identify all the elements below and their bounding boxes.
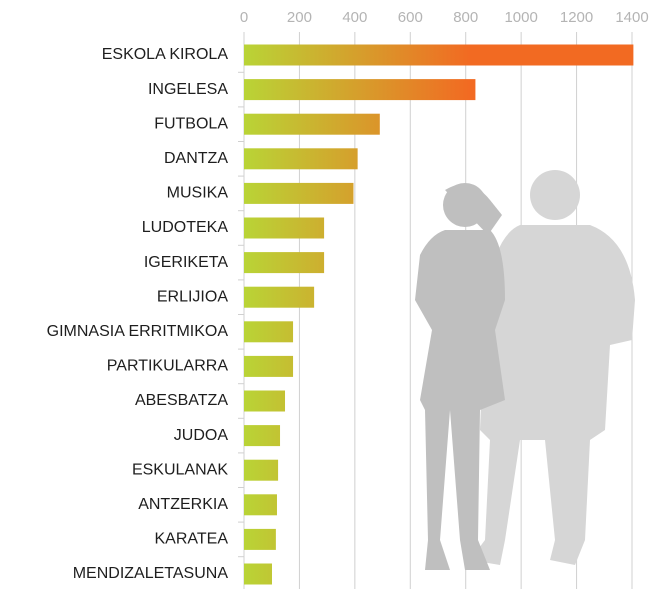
bar <box>244 564 272 585</box>
page: 0 200 400 600 800 1000 1200 1400 ESKOLA KIROLA IN… <box>0 0 663 589</box>
bar <box>244 45 633 66</box>
category-label: FUTBOLA <box>154 115 228 132</box>
category-label: KARATEA <box>155 531 229 548</box>
x-tick-label: 400 <box>342 9 367 26</box>
bar <box>244 218 324 239</box>
boy-head <box>530 170 580 220</box>
x-tick-label: 1000 <box>504 9 537 26</box>
bar <box>244 321 293 342</box>
category-label: INGELESA <box>148 81 228 98</box>
x-tick-label: 200 <box>287 9 312 26</box>
x-tick-label: 800 <box>453 9 478 26</box>
bar <box>244 148 358 169</box>
bar <box>244 356 293 377</box>
bar <box>244 287 314 308</box>
category-label: ANTZERKIA <box>138 496 228 513</box>
category-label: ESKULANAK <box>132 461 228 478</box>
x-tick-label: 600 <box>398 9 423 26</box>
category-label: JUDOA <box>174 427 229 444</box>
bar <box>244 460 278 481</box>
bar <box>244 183 353 204</box>
category-label: LUDOTEKA <box>142 219 229 236</box>
bar <box>244 391 285 412</box>
bar <box>244 252 324 273</box>
category-label: DANTZA <box>164 150 228 167</box>
category-label: ERLIJIOA <box>157 288 228 305</box>
x-tick-label: 1200 <box>560 9 593 26</box>
bar <box>244 529 276 550</box>
bar <box>244 425 280 446</box>
bar <box>244 494 277 515</box>
category-label: GIMNASIA ERRITMIKOA <box>47 323 229 340</box>
silhouettes <box>415 170 635 570</box>
x-tick-label: 1400 <box>615 9 648 26</box>
bar <box>244 79 475 100</box>
category-label: MUSIKA <box>167 185 229 202</box>
x-tick-label: 0 <box>240 9 248 26</box>
chart: 0 200 400 600 800 1000 1200 1400 ESKOLA KIROLA IN… <box>0 0 663 589</box>
category-label: MENDIZALETASUNA <box>73 565 229 582</box>
category-label: IGERIKETA <box>144 254 228 271</box>
category-label: ESKOLA KIROLA <box>102 46 229 63</box>
bar <box>244 114 380 135</box>
category-label: PARTIKULARRA <box>107 358 229 375</box>
category-label: ABESBATZA <box>135 392 228 409</box>
